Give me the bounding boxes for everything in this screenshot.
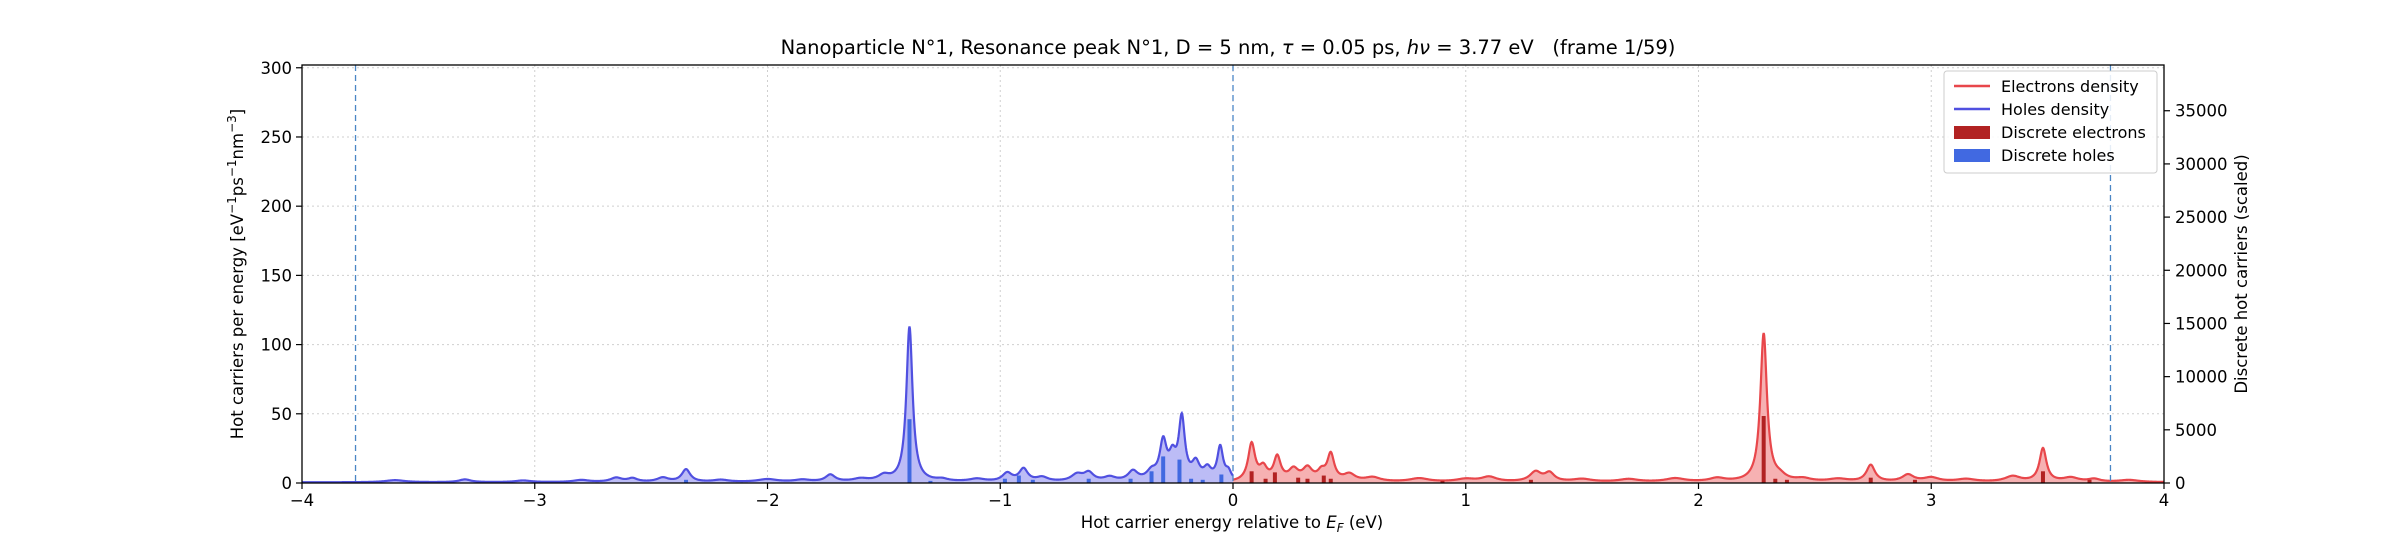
discrete-holes-bar-4 xyxy=(1016,475,1021,483)
legend-label-discrete-electrons: Discrete electrons xyxy=(2001,123,2146,142)
discrete-electrons-bar-3 xyxy=(1296,477,1301,483)
discrete-holes-bar-1 xyxy=(907,419,912,483)
y-tick-label-3: 150 xyxy=(261,266,293,285)
discrete-holes-bar-7 xyxy=(1128,478,1133,483)
x-tick-label-5: 1 xyxy=(1461,491,1472,510)
xlabel-post: (eV) xyxy=(1344,513,1384,532)
discrete-electrons-bar-6 xyxy=(1328,478,1333,483)
legend-item-discrete-holes: Discrete holes xyxy=(1954,146,2115,165)
discrete-electrons-bar-9 xyxy=(1761,415,1766,483)
x-tick-label-7: 3 xyxy=(1926,491,1937,510)
xlabel-e: E xyxy=(1326,513,1337,532)
discrete-holes-bar-0 xyxy=(684,479,689,483)
x-tick-label-1: −3 xyxy=(523,491,547,510)
discrete-holes-bar-2 xyxy=(928,480,933,483)
discrete-electrons-bar-2 xyxy=(1272,472,1277,483)
xlabel-sub: F xyxy=(1337,521,1345,535)
y2-axis-ticks: 0 5000 10000 15000 20000 25000 30000 35000 xyxy=(2164,102,2228,493)
discrete-electrons-bar-8 xyxy=(1528,479,1533,483)
ylabel-b: ps xyxy=(228,177,247,196)
vertical-reference-lines xyxy=(354,65,2112,483)
holes-density-line xyxy=(302,326,1234,483)
ylabel-s1: −1 xyxy=(225,196,239,214)
x-axis-label: Hot carrier energy relative to EF (eV) xyxy=(1081,513,1383,535)
y2-tick-label-2: 10000 xyxy=(2175,368,2228,387)
discrete-electrons-bar-5 xyxy=(1321,475,1326,483)
y2-tick-label-1: 5000 xyxy=(2175,421,2217,440)
title-nu: ν xyxy=(1419,36,1430,59)
discrete-holes-bar-12 xyxy=(1200,479,1205,483)
y-tick-label-4: 200 xyxy=(261,197,293,216)
y-tick-label-2: 100 xyxy=(261,336,293,355)
y2-tick-label-5: 25000 xyxy=(2175,208,2228,227)
legend-item-holes-density: Holes density xyxy=(1954,100,2109,119)
discrete-electrons-bar-13 xyxy=(1912,479,1917,483)
y-axis-ticks: 0 50 100 150 200 250 300 xyxy=(261,59,302,493)
discrete-electrons-bar-11 xyxy=(1784,479,1789,483)
discrete-electrons-bar-12 xyxy=(1868,477,1873,483)
y2-tick-label-0: 0 xyxy=(2175,474,2186,493)
x-axis-ticks: −4 −3 −2 −1 0 1 2 3 4 xyxy=(290,483,2169,510)
discrete-holes-bar-6 xyxy=(1086,478,1091,483)
ylabel-s2: −1 xyxy=(225,159,239,177)
electrons-density-line xyxy=(1232,332,2164,483)
title-pre: Nanoparticle N°1, Resonance peak N°1, D … xyxy=(781,36,1282,59)
legend-item-electrons-density: Electrons density xyxy=(1954,77,2139,96)
discrete-electrons-bar-14 xyxy=(2040,471,2045,483)
legend-box xyxy=(1943,70,2158,174)
density-curves xyxy=(302,326,2164,483)
ylabel-c: nm xyxy=(228,133,247,160)
legend-label-discrete-holes: Discrete holes xyxy=(2001,146,2115,165)
discrete-holes-bar-11 xyxy=(1189,478,1194,483)
y2-tick-label-6: 30000 xyxy=(2175,155,2228,174)
discrete-holes-bar-13 xyxy=(1219,474,1224,483)
ylabel-s3: −3 xyxy=(225,115,239,133)
y-axis-label: Hot carriers per energy [eV−1ps−1nm−3] xyxy=(225,109,247,439)
legend-item-discrete-electrons: Discrete electrons xyxy=(1954,123,2146,142)
legend-label-holes-density: Holes density xyxy=(2001,100,2109,119)
xlabel-pre: Hot carrier energy relative to xyxy=(1081,513,1326,532)
discrete-holes-bar-5 xyxy=(1030,479,1035,483)
x-tick-label-8: 4 xyxy=(2159,491,2170,510)
legend: Electrons density Holes density Discrete… xyxy=(1943,70,2158,174)
x-tick-label-6: 2 xyxy=(1693,491,1704,510)
ylabel-d: ] xyxy=(228,109,247,115)
x-tick-label-4: 0 xyxy=(1228,491,1239,510)
discrete-electrons-bar-7 xyxy=(1440,480,1445,483)
x-tick-label-3: −1 xyxy=(988,491,1012,510)
legend-patch-discrete-electrons xyxy=(1954,126,1990,139)
discrete-holes-bar-9 xyxy=(1161,456,1166,483)
y-tick-label-6: 300 xyxy=(261,59,293,78)
y2-tick-label-4: 20000 xyxy=(2175,261,2228,280)
title-tau: τ xyxy=(1282,36,1294,59)
y2-tick-label-3: 15000 xyxy=(2175,314,2228,333)
discrete-electrons-bar-15 xyxy=(2087,479,2092,483)
discrete-electrons-bar-10 xyxy=(1773,478,1778,483)
y-tick-label-1: 50 xyxy=(271,405,292,424)
legend-label-electrons-density: Electrons density xyxy=(2001,77,2139,96)
discrete-holes-bar-8 xyxy=(1149,471,1154,483)
x-tick-label-0: −4 xyxy=(290,491,314,510)
discrete-bars xyxy=(684,415,2092,483)
discrete-electrons-bar-4 xyxy=(1305,478,1310,483)
ylabel-a: Hot carriers per energy [eV xyxy=(228,213,247,439)
discrete-electrons-bar-1 xyxy=(1263,478,1268,483)
title-h: h xyxy=(1407,36,1419,59)
plot-area xyxy=(301,64,2165,484)
y-tick-label-0: 0 xyxy=(282,474,293,493)
discrete-holes-bar-10 xyxy=(1177,459,1182,483)
chart-title: Nanoparticle N°1, Resonance peak N°1, D … xyxy=(781,36,1676,59)
electrons-density-area xyxy=(1233,332,2164,483)
y2-tick-label-7: 35000 xyxy=(2175,102,2228,121)
title-post: = 3.77 eV (frame 1/59) xyxy=(1430,36,1675,59)
title-mid: = 0.05 ps, xyxy=(1294,36,1407,59)
discrete-holes-bar-3 xyxy=(1002,478,1007,483)
discrete-electrons-bar-0 xyxy=(1249,471,1254,483)
holes-density-area xyxy=(302,326,1233,483)
legend-patch-discrete-holes xyxy=(1954,149,1990,162)
y-tick-label-5: 250 xyxy=(261,128,293,147)
y2-axis-label: Discrete hot carriers (scaled) xyxy=(2232,154,2251,393)
x-tick-label-2: −2 xyxy=(755,491,779,510)
